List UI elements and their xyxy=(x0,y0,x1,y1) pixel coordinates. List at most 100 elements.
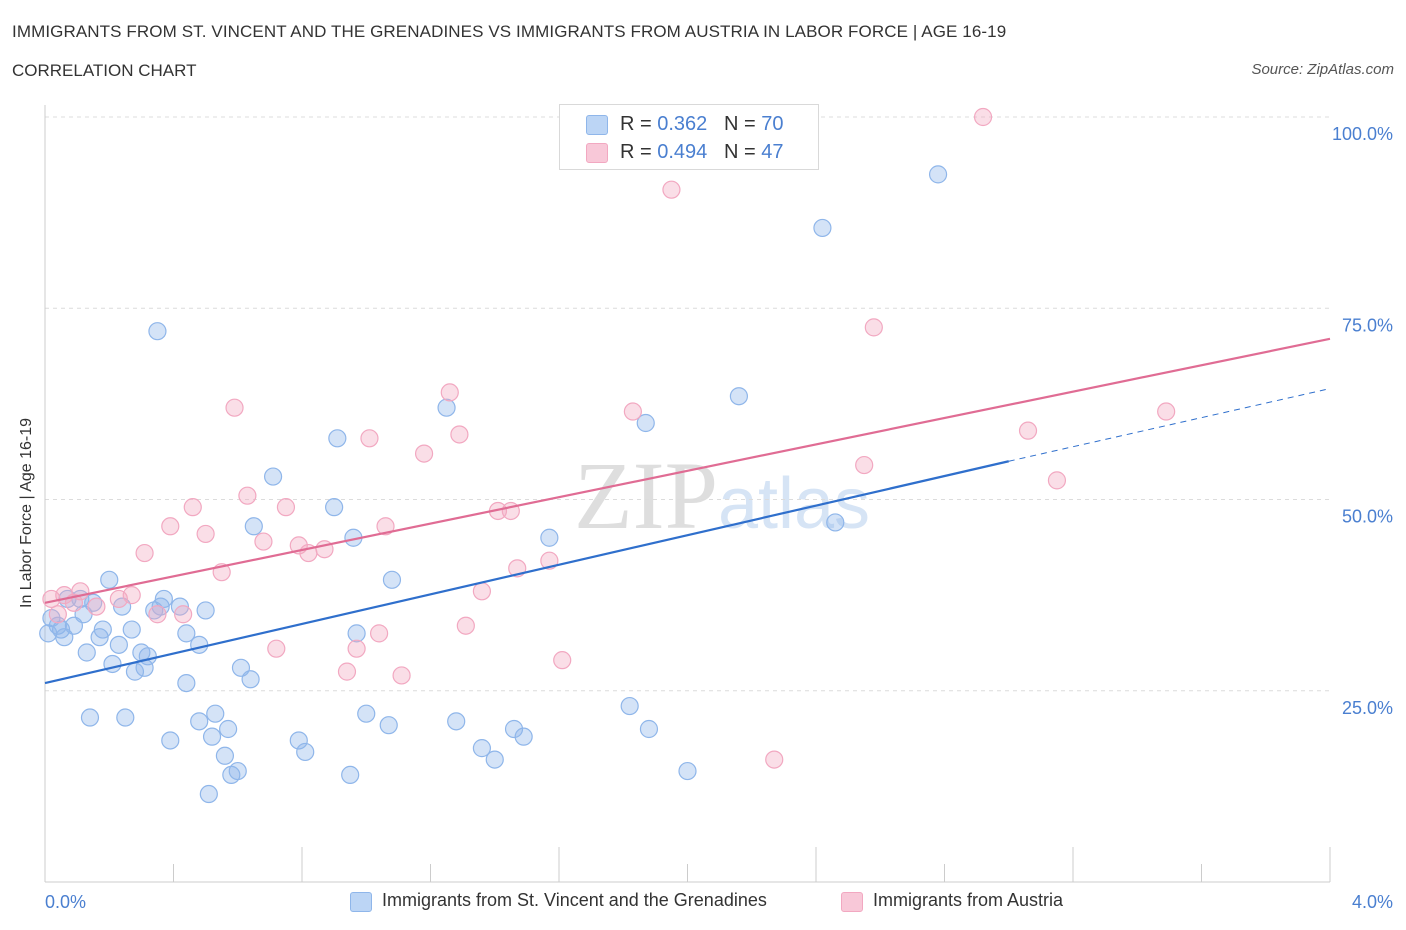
watermark-atlas: atlas xyxy=(718,464,870,544)
legend-r-stvincent: 0.362 xyxy=(657,113,708,135)
watermark: ZIPatlas xyxy=(574,442,870,549)
data-point xyxy=(414,444,434,463)
data-point xyxy=(540,528,559,547)
legend-n-austria: 47 xyxy=(761,141,784,163)
trend-line-austria xyxy=(44,337,1331,604)
data-point xyxy=(973,107,993,127)
data-point xyxy=(244,517,263,536)
data-point xyxy=(87,597,106,616)
data-point xyxy=(328,429,347,448)
data-point xyxy=(254,532,273,551)
data-point xyxy=(196,601,215,620)
chart-title: IMMIGRANTS FROM ST. VINCENT AND THE GREN… xyxy=(12,22,1007,41)
data-point xyxy=(1018,421,1038,440)
data-point xyxy=(678,761,697,781)
series-austria xyxy=(42,107,1176,769)
x-tick-label: 4.0% xyxy=(1352,892,1393,912)
data-point xyxy=(199,784,218,804)
data-point xyxy=(864,318,883,337)
data-point xyxy=(447,712,466,731)
data-point xyxy=(219,719,238,739)
data-point xyxy=(109,635,128,654)
data-point xyxy=(347,639,366,658)
y-tick-label: 100.0% xyxy=(1332,124,1393,144)
data-point xyxy=(100,570,119,589)
data-point xyxy=(450,425,469,444)
data-point xyxy=(138,647,157,666)
data-point xyxy=(183,498,202,517)
data-point xyxy=(267,639,286,658)
chart-subtitle: CORRELATION CHART xyxy=(12,61,197,80)
data-point xyxy=(93,620,112,639)
data-point xyxy=(190,712,209,731)
legend-text-stvincent: R = 0.362 N = 70 xyxy=(620,113,784,135)
data-point xyxy=(765,750,784,769)
data-point xyxy=(325,498,344,517)
data-point xyxy=(116,708,135,727)
data-point xyxy=(135,543,154,563)
legend-text-austria: R = 0.494 N = 47 xyxy=(620,141,784,163)
chart-source: Source: ZipAtlas.com xyxy=(1251,61,1394,78)
data-point xyxy=(729,387,749,406)
data-point xyxy=(174,605,193,624)
data-point xyxy=(376,517,395,536)
data-point xyxy=(263,467,283,486)
data-point xyxy=(241,670,260,689)
y-axis-label: In Labor Force | Age 16-19 xyxy=(18,417,35,608)
data-point xyxy=(639,719,659,739)
data-point xyxy=(48,605,67,624)
data-point xyxy=(154,589,173,609)
data-point xyxy=(472,739,491,758)
data-point xyxy=(379,716,398,735)
data-point xyxy=(341,765,360,785)
data-point xyxy=(485,750,504,769)
data-point xyxy=(215,746,234,765)
data-point xyxy=(514,727,533,746)
watermark-zip: ZIP xyxy=(574,442,718,549)
data-point xyxy=(148,322,167,341)
data-point xyxy=(77,643,96,662)
data-point xyxy=(289,731,308,750)
data-point xyxy=(225,398,244,417)
trend-line-extension-stvincent xyxy=(1008,388,1331,462)
data-point xyxy=(456,616,475,635)
data-point xyxy=(122,586,141,605)
data-point xyxy=(382,570,402,589)
data-point xyxy=(238,486,257,505)
data-point xyxy=(392,666,411,685)
data-point xyxy=(161,517,180,536)
series-stvincent xyxy=(39,165,948,804)
data-point xyxy=(80,708,100,727)
trend-line-stvincent xyxy=(44,460,1009,685)
data-point xyxy=(177,673,196,693)
data-point xyxy=(370,624,389,643)
legend-n-stvincent: 70 xyxy=(761,113,784,135)
y-tick-label: 50.0% xyxy=(1342,507,1393,527)
data-point xyxy=(553,651,572,670)
y-tick-label: 75.0% xyxy=(1342,315,1393,335)
data-point xyxy=(855,455,874,475)
data-point xyxy=(826,513,845,532)
data-point xyxy=(206,704,225,723)
legend-r-austria: 0.494 xyxy=(657,141,708,163)
legend-swatch-austria xyxy=(586,143,608,163)
correlation-legend: R = 0.362 N = 70 R = 0.494 N = 47 xyxy=(559,104,819,170)
data-point xyxy=(623,402,642,421)
data-point xyxy=(228,761,247,781)
data-point xyxy=(504,719,524,739)
y-tick-label: 25.0% xyxy=(1342,698,1393,718)
legend-swatch-stvincent xyxy=(586,115,608,135)
data-point xyxy=(472,582,491,601)
data-point xyxy=(177,624,196,643)
data-point xyxy=(161,731,180,750)
bottom-legend-label-austria: Immigrants from Austria xyxy=(873,890,1064,910)
data-point xyxy=(360,429,379,448)
data-point xyxy=(928,165,948,184)
data-point xyxy=(440,383,459,402)
data-point xyxy=(122,620,141,639)
data-point xyxy=(276,498,296,517)
x-tick-label: 0.0% xyxy=(45,892,86,912)
data-point xyxy=(620,696,639,716)
data-point xyxy=(190,635,209,654)
data-point xyxy=(202,727,222,746)
